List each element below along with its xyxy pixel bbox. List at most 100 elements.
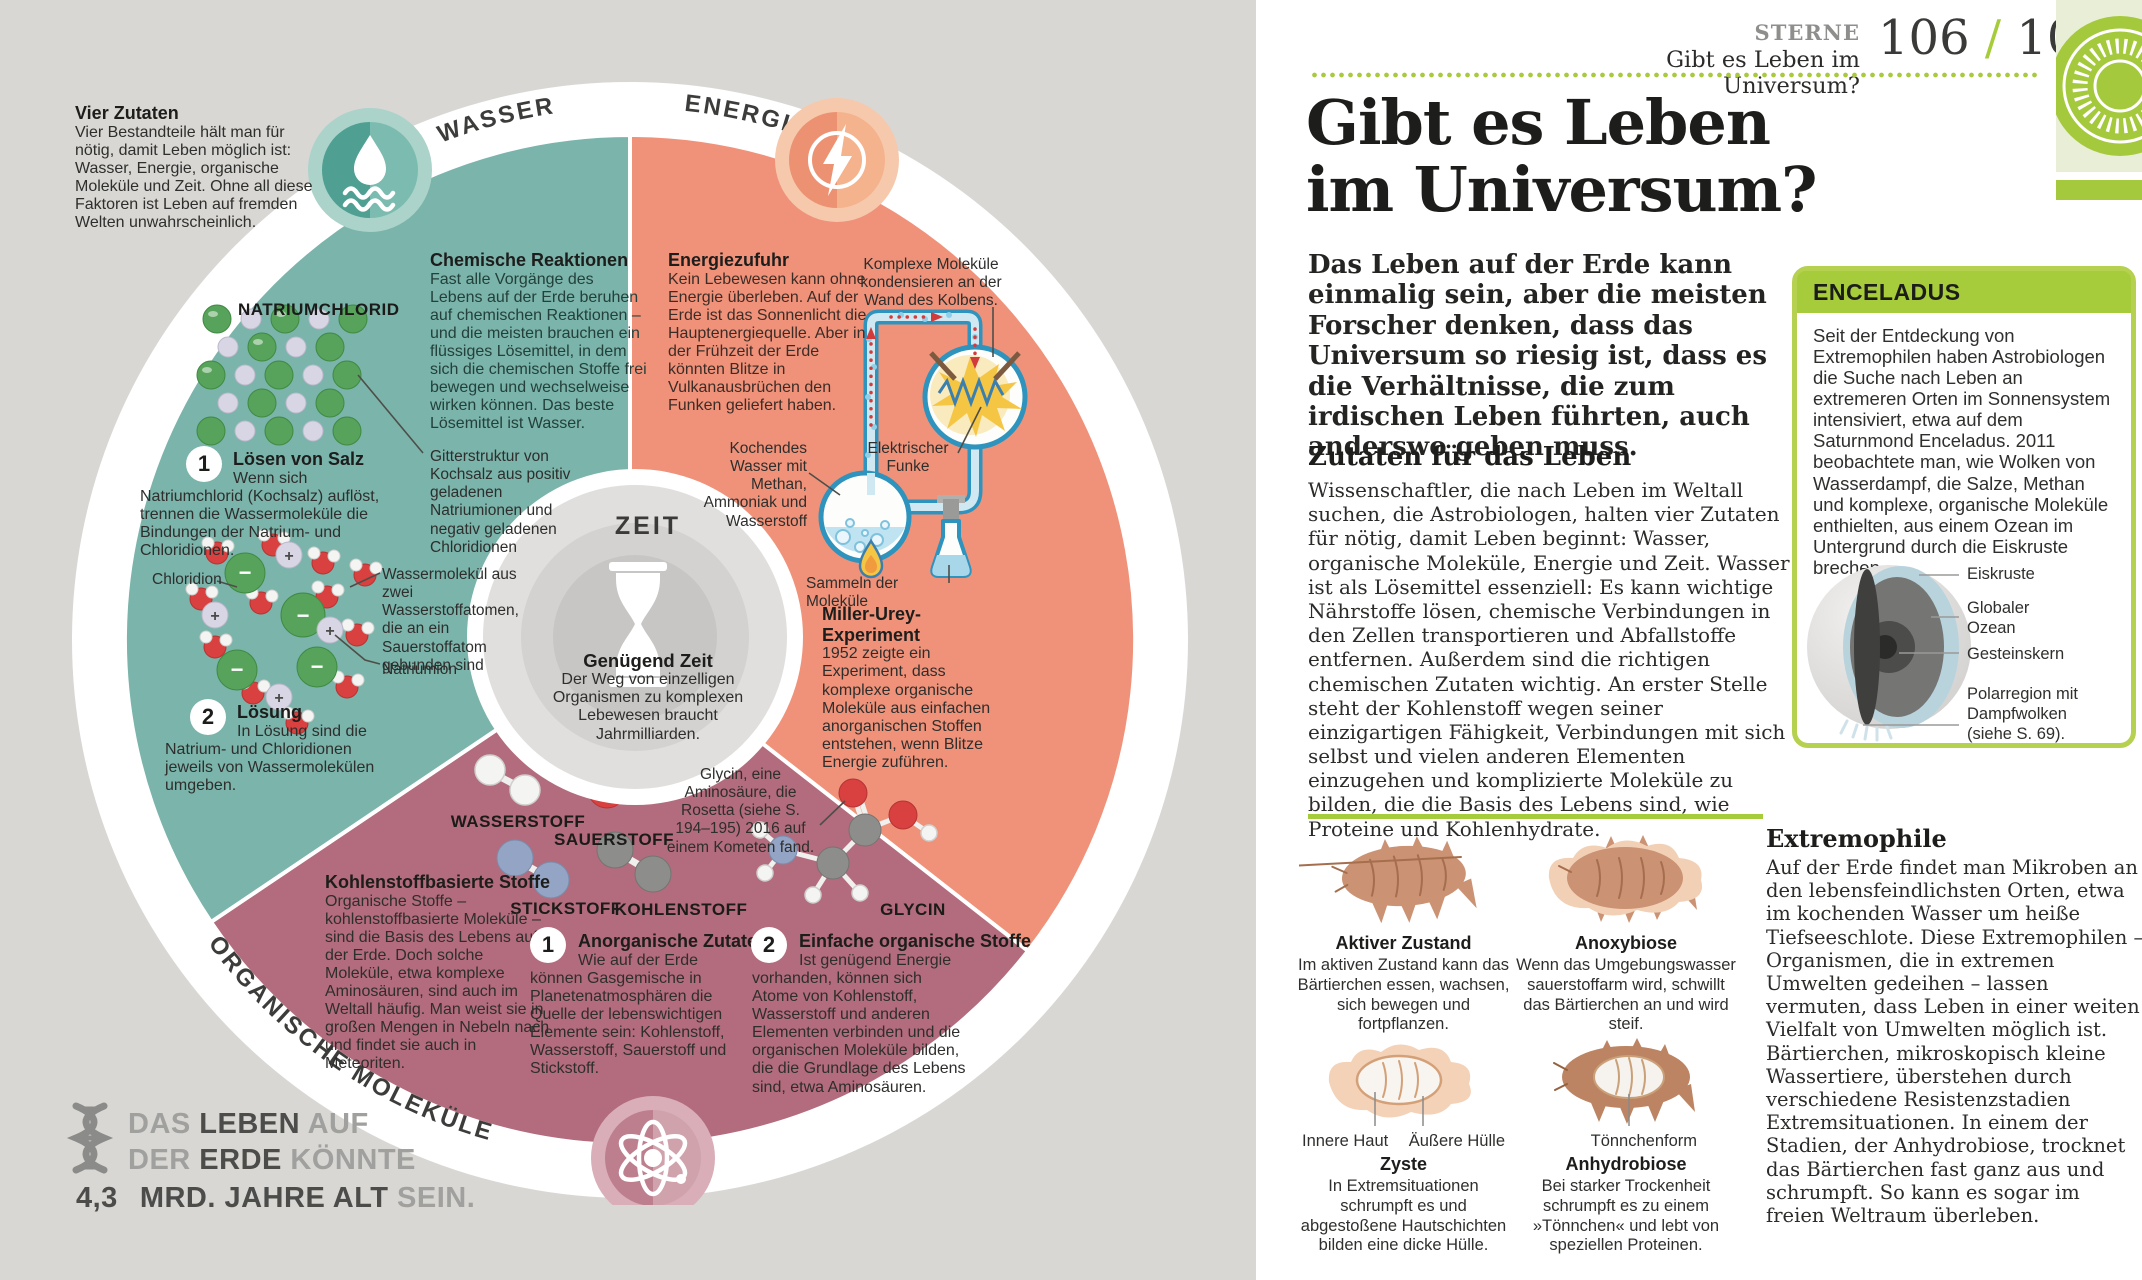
step-2-loesung-title: Lösung (237, 702, 302, 722)
kohlenstoff-label: KOHLENSTOFF (614, 900, 748, 919)
label-eiskruste: Eiskruste (1967, 565, 2035, 583)
salt-solution-graphic: − − − − + + + + (185, 528, 383, 735)
tardigrade-zyste-body: In Extremsituationen schrumpft es und ab… (1300, 1177, 1507, 1255)
svg-text:+: + (325, 623, 334, 640)
zeit-center-body: Der Weg von einzelligen Organismen zu ko… (552, 671, 744, 743)
fact-line-3: 4,3 MRD. JAHRE ALT SEIN. (76, 1182, 475, 1215)
tardigrade-active-title: Aktiver Zustand (1335, 933, 1472, 953)
fact-leben: LEBEN (199, 1108, 301, 1140)
page-number-left: 106 (1878, 10, 1970, 66)
step-1-salz-title: Lösen von Salz (233, 449, 365, 469)
tardigrade-anhydrobiose-illustration (1553, 1038, 1695, 1126)
page-title-line-1: Gibt es Leben (1306, 86, 1771, 159)
step-1-salz-number: 1 (186, 446, 222, 482)
elektrischer-funke-note: Elektrischer Funke (867, 440, 949, 476)
svg-text:−: − (297, 603, 310, 628)
sun-chapter-icon (2056, 0, 2142, 200)
page-title-line-2: im Universum? (1306, 152, 1818, 226)
svg-text:+: + (274, 690, 283, 707)
tardigrade-anhydrobiose-body: Bei starker Trockenheit schrumpft es zu … (1532, 1177, 1720, 1255)
tardigrade-anoxybiose-title: Anoxybiose (1574, 933, 1678, 953)
sammeln-note: Sammeln der Moleküle (806, 575, 899, 611)
glycin-label: GLYCIN (880, 900, 946, 919)
gitterstruktur-note: Gitterstruktur von Kochsalz aus positiv … (430, 448, 571, 556)
label-globaler-ozean: Globaler Ozean (1967, 599, 2030, 637)
label-innere-haut: Innere Haut (1302, 1132, 1389, 1150)
tardigrade-zyste-title: Zyste (1379, 1154, 1428, 1174)
step-2-loesung-number: 2 (190, 699, 226, 735)
fact-43: 4,3 (76, 1182, 118, 1214)
time-center-disc (467, 469, 803, 805)
extremophile-body: Auf der Erde findet man Mikroben an den … (1766, 856, 2142, 1228)
kohlenstoffbasierte-title: Kohlenstoffbasierte Stoffe (325, 872, 551, 892)
tardigrade-card-active: Aktiver Zustand Im aktiven Zustand kann … (1296, 830, 1511, 1035)
dna-icon (66, 1102, 114, 1174)
chloridion-label: Chloridion (152, 571, 222, 588)
vier-zutaten-block: Vier Zutaten Vier Bestandteile hält man … (75, 103, 315, 232)
miller-urey-apparatus-graphic (818, 309, 1028, 579)
salt-lattice-graphic (196, 304, 368, 446)
page-title: Gibt es Leben im Universum? (1306, 86, 1906, 226)
miller-urey-body: 1952 zeigte ein Experiment, dass komplex… (822, 645, 991, 771)
enceladus-box: ENCELADUS Seit der Entdeckung von Extrem… (1792, 266, 2136, 748)
fact-line-2: DER ERDE KÖNNTE (128, 1144, 416, 1177)
label-gesteinskern: Gesteinskern (1967, 645, 2065, 663)
zutaten-heading: Zutaten für das Leben (1308, 442, 1632, 472)
label-polarregion: Polarregion mit Dampfwolken (siehe S. 69… (1967, 685, 2078, 743)
tardigrade-active-body: Im aktiven Zustand kann das Bärtierchen … (1297, 956, 1510, 1034)
fact-das: DAS (128, 1108, 200, 1140)
chemische-reaktionen-block: Chemische Reaktionen Fast alle Vorgänge … (430, 250, 650, 433)
dotted-divider (1310, 72, 2038, 78)
miller-urey-title: Miller-Urey-Experiment (822, 604, 922, 645)
tardigrade-card-anhydrobiose: Tönnchenform Anhydrobiose Bei starker Tr… (1515, 1032, 1737, 1256)
step-2-loesung-body: In Lösung sind die Natrium- und Chloridi… (165, 723, 375, 795)
natriumion-label: Natriumion (382, 661, 457, 678)
svg-text:−: − (311, 654, 324, 679)
svg-text:+: + (210, 608, 219, 625)
step-2-organisch-number: 2 (751, 927, 787, 963)
page-header: STERNE Gibt es Leben im Universum? (1560, 20, 1860, 99)
fact-sein: SEIN. (388, 1182, 476, 1214)
extremophile-heading: Extremophile (1766, 824, 1947, 853)
hourglass-icon (609, 562, 667, 687)
kohlenstoffbasierte-body: Organische Stoffe – kohlenstoffbasierte … (325, 892, 550, 1073)
atom-icon (591, 1096, 715, 1205)
tardigrade-zyste-illustration (1328, 1044, 1471, 1126)
step-2-organisch-title: Einfache organische Stoffe (799, 931, 1032, 951)
kondensieren-note: Komplexe Moleküle kondensieren an der Wa… (860, 256, 1002, 310)
glycin-note: Glycin, eine Aminosäure, die Rosetta (si… (666, 766, 815, 856)
fact-der: DER (128, 1144, 200, 1176)
label-toennchenform: Tönnchenform (1590, 1132, 1697, 1150)
svg-text:−: − (231, 657, 244, 682)
tardigrade-anhydrobiose-title: Anhydrobiose (1565, 1154, 1687, 1174)
energiezufuhr-body: Kein Lebewesen kann ohne Energie überleb… (668, 270, 867, 415)
svg-text:−: − (239, 560, 252, 585)
fact-koennte: KÖNNTE (281, 1144, 416, 1176)
vier-zutaten-body: Vier Bestandteile hält man für nötig, da… (75, 123, 313, 232)
svg-text:+: + (284, 548, 293, 565)
vier-zutaten-title: Vier Zutaten (75, 103, 179, 123)
chemische-reaktionen-body: Fast alle Vorgänge des Lebens auf der Er… (430, 270, 647, 433)
energiezufuhr-block: Energiezufuhr Kein Lebewesen kann ohne E… (668, 250, 870, 415)
zeit-center-title: Genügend Zeit (583, 650, 713, 671)
step-1-salz-body: Wenn sich Natriumchlorid (Kochsalz) aufl… (140, 470, 380, 560)
natriumchlorid-label: NATRIUMCHLORID (238, 300, 400, 319)
enceladus-title: ENCELADUS (1797, 271, 2131, 313)
kochendes-wasser-note: Kochendes Wasser mit Methan, Ammoniak un… (703, 440, 807, 530)
water-drop-icon (308, 108, 432, 232)
anhydrobiose-labels: Tönnchenform (1515, 1132, 1737, 1151)
fact-erde: ERDE (199, 1144, 282, 1176)
miller-urey-block: Miller-Urey-Experiment 1952 zeigte ein E… (822, 604, 998, 772)
intro-paragraph: Das Leben auf der Erde kann einmalig sei… (1308, 250, 1767, 463)
life-ingredients-wheel: WASSER ENERGIE ORGANISCHE MOLEKÜLE (72, 82, 1188, 1205)
enceladus-cutaway-graphic (1807, 565, 1971, 742)
zutaten-body: Wissenschaftler, die nach Leben im Welta… (1308, 478, 1790, 841)
fact-mrd-jahre-alt: MRD. JAHRE ALT (139, 1182, 389, 1214)
step-1-anorganisch-body: Wie auf der Erde können Gasgemische in P… (530, 952, 727, 1078)
page-number-separator: / (1969, 10, 2017, 66)
energiezufuhr-title: Energiezufuhr (668, 250, 790, 270)
chemische-reaktionen-title: Chemische Reaktionen (430, 250, 629, 270)
leader-lines (216, 307, 994, 826)
step-1-anorganisch-title: Anorganische Zutaten (578, 931, 769, 951)
